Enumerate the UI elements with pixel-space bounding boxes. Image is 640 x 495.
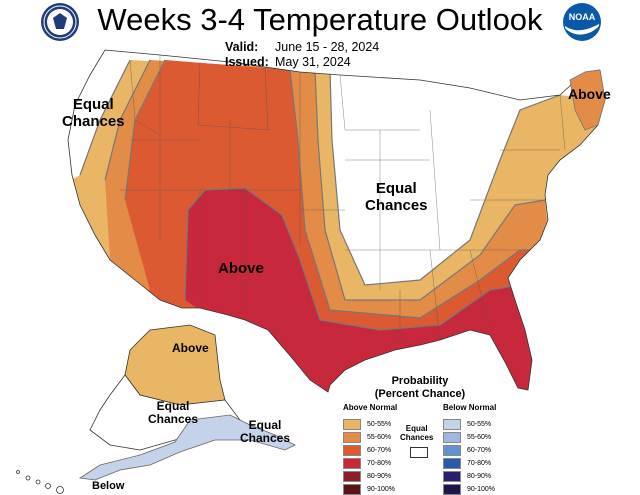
legend-row-below: 55-60% bbox=[443, 432, 491, 443]
map-title: Weeks 3-4 Temperature Outlook bbox=[97, 2, 543, 37]
legend-title: Probability (Percent Chance) bbox=[374, 375, 466, 400]
legend-equal-label: Equal Chances bbox=[400, 424, 434, 442]
label-west-equal: Equal Chances bbox=[62, 96, 125, 130]
label-se-ak-equal: Equal Chances bbox=[240, 418, 291, 445]
legend-label: 90-100% bbox=[367, 486, 396, 493]
legend-swatch bbox=[443, 484, 461, 495]
legend-below-header: Below Normal bbox=[443, 403, 497, 412]
legend-label: 55-60% bbox=[467, 434, 492, 441]
legend-swatch bbox=[343, 484, 361, 495]
alaska bbox=[78, 324, 296, 481]
legend-row-above: 50-55% bbox=[343, 419, 391, 430]
legend-swatch bbox=[443, 445, 461, 456]
legend-swatch bbox=[443, 419, 461, 430]
label-central-equal: Equal Chances bbox=[365, 180, 428, 214]
legend-label: 70-80% bbox=[367, 460, 392, 467]
legend-label: 55-60% bbox=[367, 434, 392, 441]
hawaii bbox=[16, 470, 64, 494]
legend-equal-swatch bbox=[410, 447, 428, 458]
legend-swatch bbox=[343, 471, 361, 482]
legend-swatch bbox=[343, 458, 361, 469]
state-borders bbox=[120, 55, 566, 345]
contours bbox=[79, 59, 561, 331]
legend-swatch bbox=[343, 419, 361, 430]
issued-value: May 31, 2024 bbox=[275, 55, 351, 69]
legend-row-above: 60-70% bbox=[343, 445, 391, 456]
date-info: Valid: June 15 - 28, 2024 Issued: May 31, … bbox=[225, 40, 379, 70]
legend-row-below: 60-70% bbox=[443, 445, 491, 456]
legend-label: 70-80% bbox=[467, 460, 492, 467]
legend-label: 50-55% bbox=[367, 421, 392, 428]
alaska-above bbox=[124, 324, 226, 406]
region-ne-55-60 bbox=[569, 69, 606, 131]
valid-label: Valid: bbox=[225, 40, 259, 54]
legend-row-below: 70-80% bbox=[443, 458, 491, 469]
legend-label: 80-90% bbox=[467, 473, 492, 480]
noaa-logo-text: NOAA bbox=[569, 12, 596, 22]
legend-label: 90-100% bbox=[467, 486, 496, 493]
legend-row-above: 90-100% bbox=[343, 484, 395, 495]
legend-label: 60-70% bbox=[367, 447, 392, 454]
legend-swatch bbox=[443, 471, 461, 482]
legend-row-below: 80-90% bbox=[443, 471, 491, 482]
legend-row-above: 55-60% bbox=[343, 432, 391, 443]
legend-swatch bbox=[343, 432, 361, 443]
legend-row-below: 50-55% bbox=[443, 419, 491, 430]
legend-above-header: Above Normal bbox=[343, 403, 398, 412]
label-sw-above: Above bbox=[218, 260, 264, 277]
valid-value: June 15 - 28, 2024 bbox=[275, 40, 380, 54]
label-ak-equal: Equal Chances bbox=[148, 399, 199, 426]
legend-swatch bbox=[443, 432, 461, 443]
legend-row-above: 70-80% bbox=[343, 458, 391, 469]
alaska-below bbox=[78, 414, 296, 481]
legend: Probability (Percent Chance) Above Norma… bbox=[335, 375, 635, 495]
label-ak-above: Above bbox=[172, 341, 209, 355]
legend-label: 80-90% bbox=[367, 473, 392, 480]
legend-swatch bbox=[343, 445, 361, 456]
label-ak-below: Below bbox=[92, 480, 125, 492]
issued-label: Issued: bbox=[225, 55, 269, 69]
label-ne-above: Above bbox=[568, 86, 611, 102]
legend-row-below: 90-100% bbox=[443, 484, 495, 495]
noaa-logo-icon: NOAA bbox=[563, 3, 601, 41]
legend-row-above: 80-90% bbox=[343, 471, 391, 482]
commerce-seal-icon bbox=[41, 3, 79, 41]
legend-swatch bbox=[443, 458, 461, 469]
legend-label: 60-70% bbox=[467, 447, 492, 454]
legend-label: 50-55% bbox=[467, 421, 492, 428]
